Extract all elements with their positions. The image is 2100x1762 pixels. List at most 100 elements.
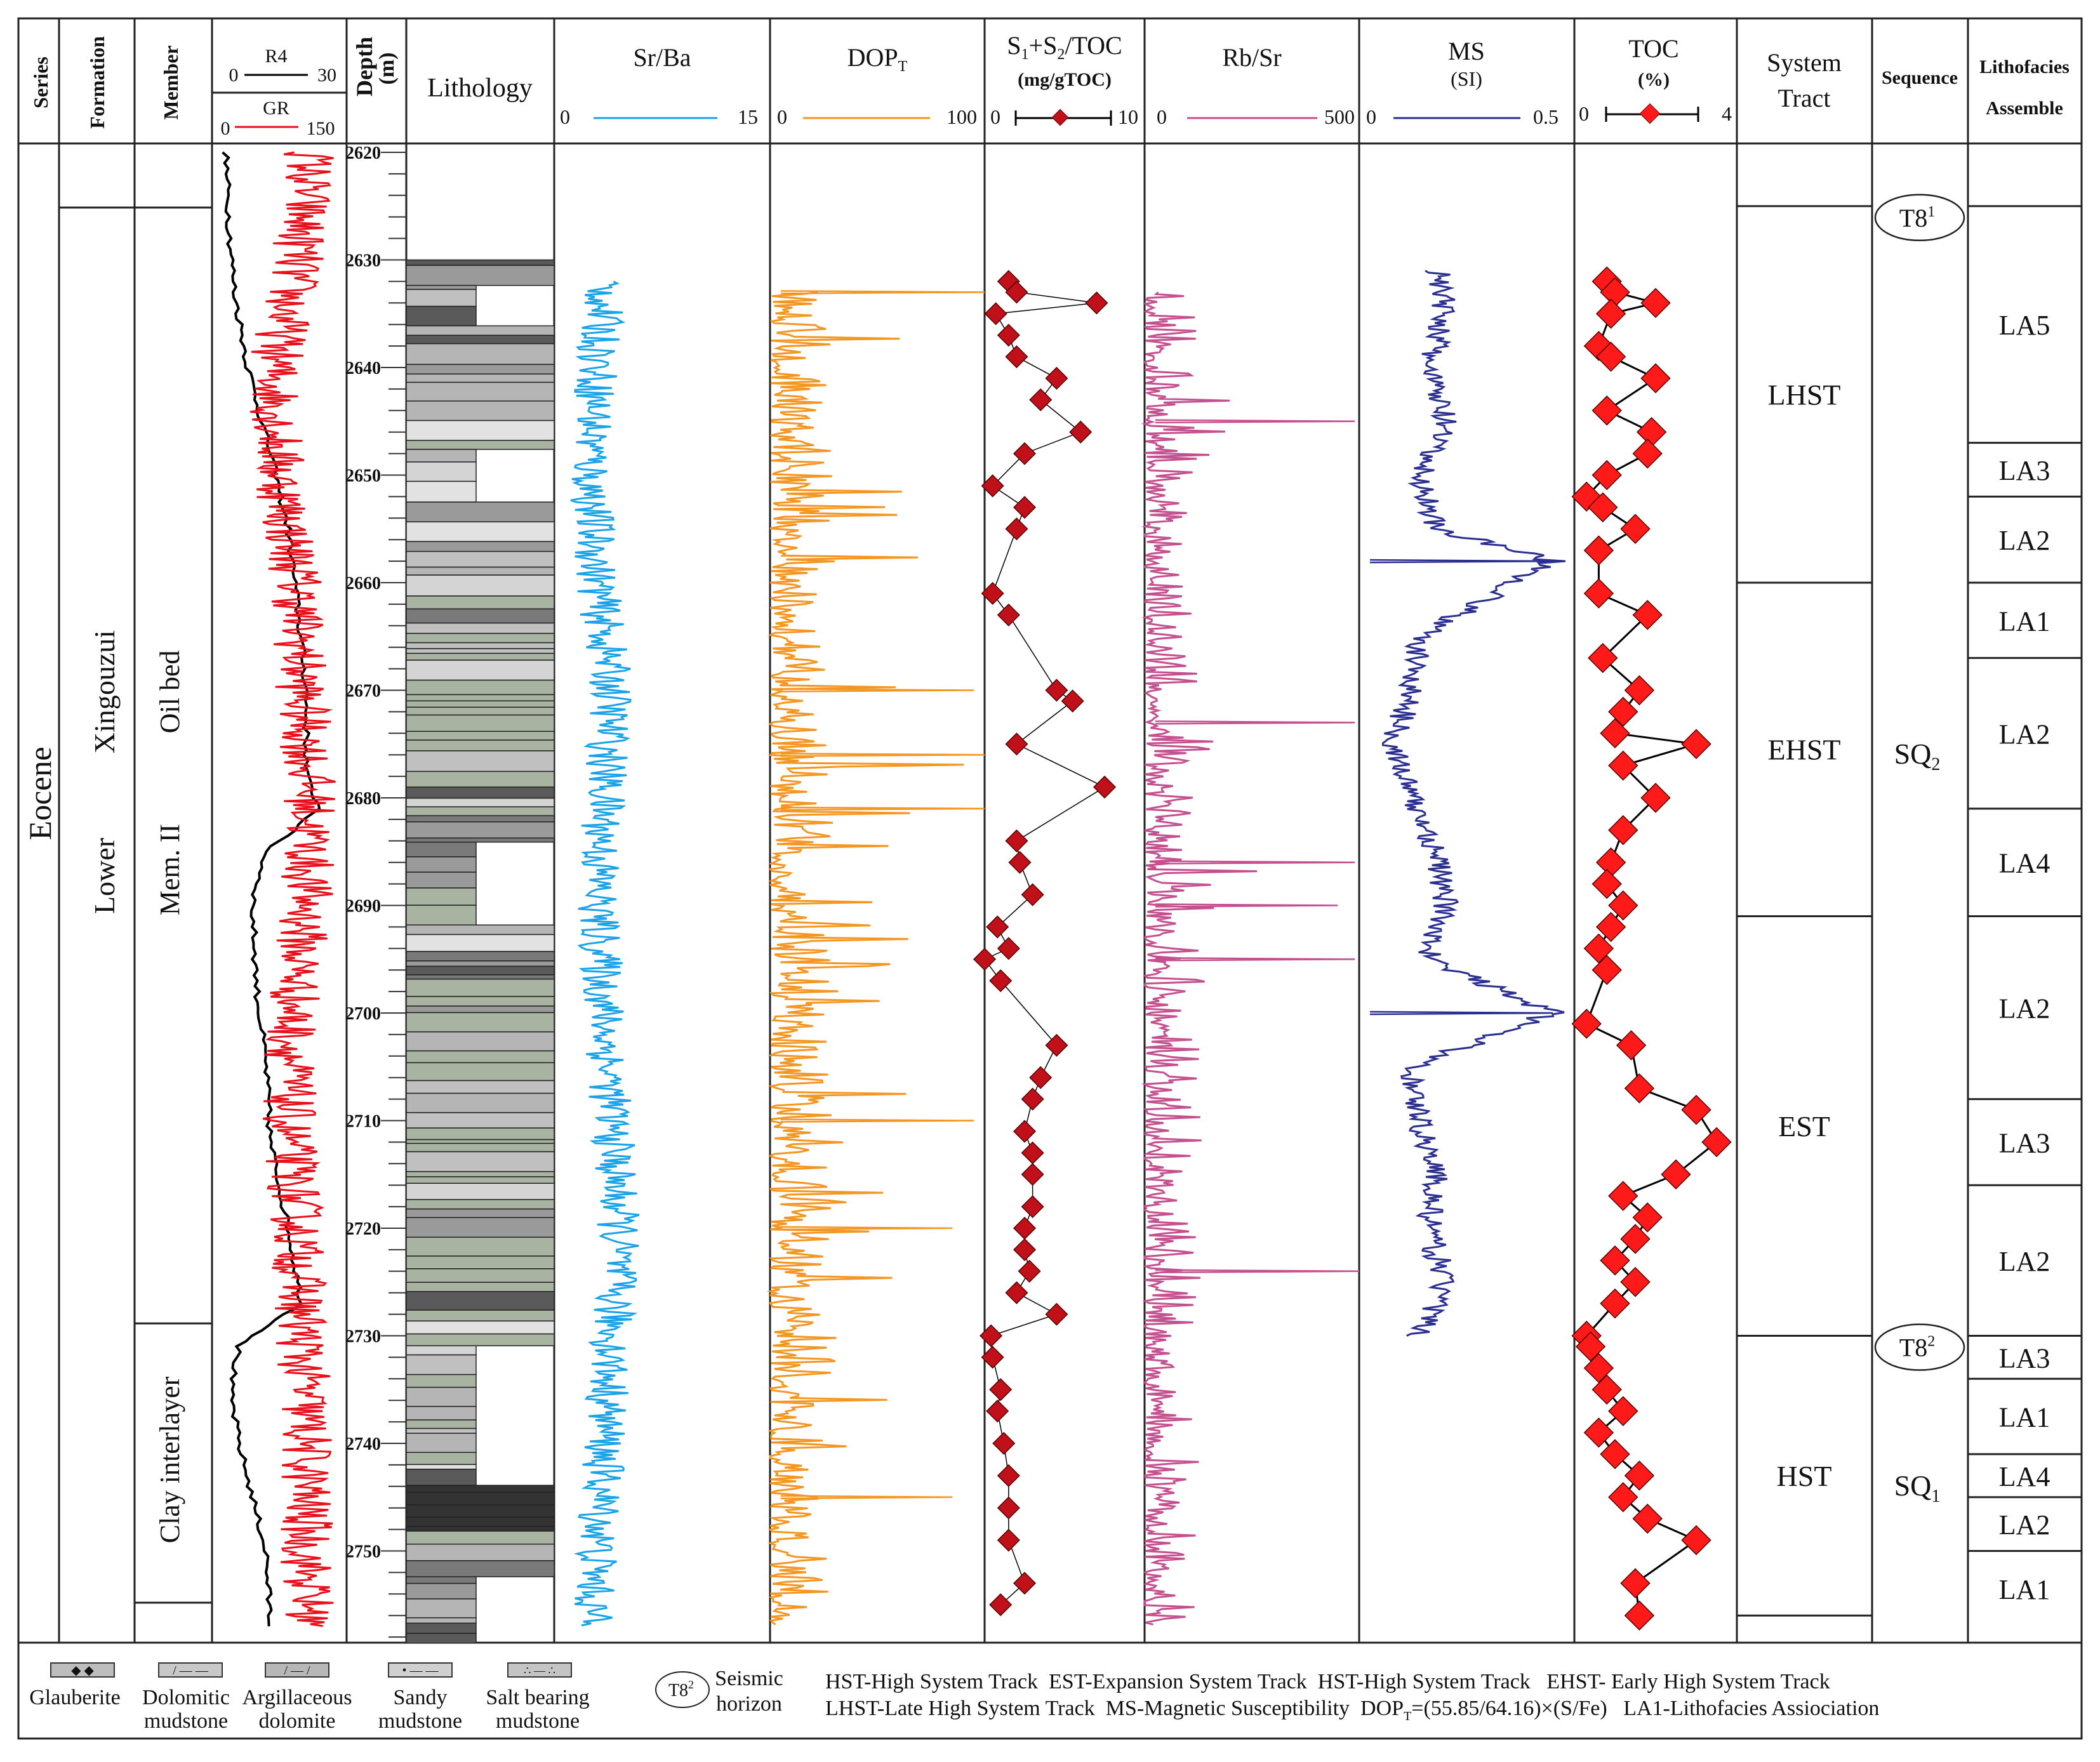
lithofacies-label: LA2: [1999, 993, 2050, 1024]
lithology-bed: [406, 706, 555, 716]
lithology-bed: [406, 305, 477, 327]
s1-s2-toc-point: [1029, 1066, 1053, 1089]
legend-dolomitic-mudstone: / — — Dolomitic mudstone: [142, 1662, 230, 1733]
s1-s2-toc-point: [997, 603, 1020, 626]
s1-s2-toc-point: [1005, 829, 1028, 852]
lithology-bed: [406, 1139, 555, 1144]
argillaceous-dolomite-label2: dolomite: [259, 1709, 336, 1733]
lithology-bed: [406, 1092, 555, 1113]
argillaceous-dolomite-swatch: [265, 1662, 329, 1678]
depth-label: 2730: [345, 1327, 381, 1347]
lithology-bed: [406, 1309, 555, 1322]
lithology-bed: [406, 259, 555, 266]
s1-s2-toc-point: [992, 1431, 1016, 1455]
lithology-bed: [406, 595, 555, 610]
s1-s2-toc-point: [981, 1346, 1004, 1369]
dopt-spike: [780, 1118, 974, 1123]
toc-point: [1681, 729, 1711, 759]
ms-spike: [1369, 1010, 1553, 1016]
lithology-bed: [406, 1050, 555, 1064]
toc-point: [1608, 1181, 1638, 1211]
toc-point: [1583, 933, 1614, 964]
sequence-header: Sequence: [1882, 67, 1958, 88]
lithology-bed: [406, 1468, 477, 1486]
lithofacies-header: Lithofacies: [1979, 56, 2070, 77]
lithology-bed: [406, 1112, 555, 1129]
toc-header-marker: [1639, 103, 1661, 124]
system-tract-label: HST: [1777, 1460, 1832, 1492]
lithology-bed: [406, 1617, 477, 1624]
curve-tracks: [222, 151, 1732, 1631]
s1-s2-toc-point: [1021, 1087, 1044, 1111]
ms-min: 0: [1366, 105, 1376, 128]
srba-min: 0: [560, 105, 570, 128]
s1-s2-toc-point: [1093, 776, 1117, 799]
toc-header: TOC: [1628, 34, 1678, 63]
lithology-bed: [406, 934, 555, 952]
lithofacies-header2: Assemble: [1986, 98, 2063, 119]
toc-point: [1608, 696, 1638, 727]
seismic-horizon-marker: [1874, 1323, 1965, 1371]
lithology-bed: [406, 797, 555, 807]
lithofacies-label: LA3: [1999, 1342, 2050, 1374]
depth-unit: (m): [375, 53, 399, 85]
lithology-bed: [406, 550, 555, 568]
series-header: Series: [29, 56, 52, 109]
depth-label: 2620: [345, 143, 381, 163]
lithology-bed: [406, 974, 555, 980]
system-tract-header: System: [1767, 48, 1842, 77]
lithology-bed: [406, 480, 477, 503]
lithofacies-label: LA3: [1999, 455, 2050, 486]
depth-label: 2650: [345, 467, 381, 486]
lithology-bed: [406, 461, 477, 482]
rbsr-min: 0: [1157, 105, 1167, 128]
member-upper2-label: Mem. II: [154, 824, 185, 915]
lithology-bed: [406, 750, 555, 772]
s1-s2-toc-point: [1021, 1141, 1044, 1165]
lithology-bed: [406, 1427, 477, 1434]
sandy-mudstone-swatch: [388, 1662, 453, 1678]
rb-sr-spike: [1155, 720, 1355, 725]
lithology-bed: [406, 1492, 555, 1506]
lithology-bed: [406, 1526, 555, 1532]
s1-s2-toc-point: [1013, 496, 1037, 519]
s1-s2-toc-point: [1013, 442, 1037, 465]
s1s2-unit: (mg/gTOC): [1018, 69, 1112, 90]
lithology-bed: [406, 1504, 555, 1518]
s1-s2-toc-point: [981, 474, 1004, 498]
argillaceous-dolomite-swatch-mark: / — /: [284, 1664, 310, 1678]
lithology-bed: [406, 1182, 555, 1200]
lithology-bed: [406, 335, 555, 345]
s1-s2-toc-point: [1085, 291, 1108, 315]
srba-header: Sr/Ba: [633, 43, 691, 72]
lithology-header: Lithology: [427, 74, 533, 103]
lithology-bed: [406, 1530, 555, 1545]
lithology-bed: [406, 806, 555, 816]
toc-point: [1592, 460, 1622, 491]
lithology-bed: [406, 1433, 477, 1454]
toc-point: [1600, 1288, 1630, 1319]
lithology-bed: [406, 1143, 555, 1153]
lithology-bed: [406, 841, 477, 858]
lithology-bed: [406, 1171, 555, 1177]
gr-curve: [249, 151, 336, 1627]
toc-point: [1583, 1417, 1614, 1448]
toc-point: [1701, 1127, 1732, 1158]
s1-s2-toc-point: [1021, 1163, 1044, 1186]
lithology-bed: [406, 871, 477, 889]
lithology-bed: [406, 1012, 555, 1033]
s1-s2-toc-point: [1021, 883, 1044, 906]
seismic-legend-symbol: T82: [668, 1678, 694, 1700]
sandy-mudstone-swatch-mark: • — —: [402, 1664, 439, 1678]
system-tract-header2: Tract: [1778, 84, 1831, 112]
lithology-bed: [406, 1333, 555, 1347]
lithology-bed: [406, 1582, 477, 1600]
rb-sr-spike: [1155, 419, 1355, 423]
s1-s2-toc-point: [1018, 1259, 1041, 1283]
s1-s2-toc-point: [1005, 1281, 1028, 1304]
lithology-bed: [406, 566, 555, 576]
s1-s2-toc-point: [1013, 1120, 1037, 1143]
toc-unit: (%): [1638, 69, 1670, 90]
s1-s2-toc-point: [1005, 345, 1028, 369]
